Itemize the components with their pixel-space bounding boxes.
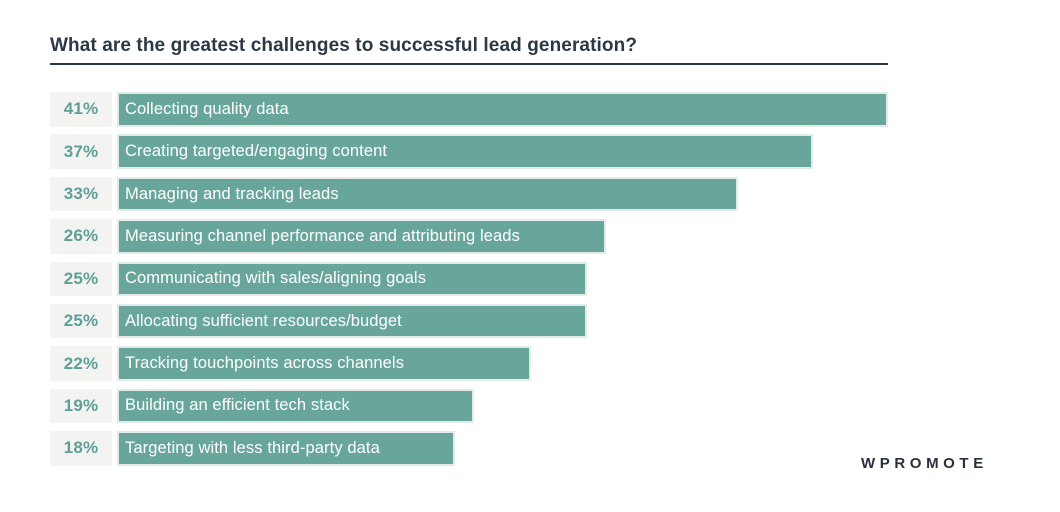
wpromote-logo: WPROMOTE	[861, 455, 988, 472]
chart-row: 41% Collecting quality data	[50, 92, 1010, 127]
value-label: 25%	[50, 261, 112, 297]
bar: Building an efficient tech stack	[117, 388, 474, 424]
category-label: Targeting with less third-party data	[125, 438, 380, 457]
bar: Measuring channel performance and attrib…	[117, 219, 606, 254]
bar: Managing and tracking leads	[117, 176, 738, 212]
category-label: Tracking touchpoints across channels	[125, 354, 405, 373]
value-label: 41%	[50, 92, 112, 127]
category-label: Creating targeted/engaging content	[125, 142, 388, 161]
chart-title: What are the greatest challenges to succ…	[50, 35, 638, 56]
chart-row: 25% Communicating with sales/aligning goa…	[50, 261, 1010, 297]
bar: Communicating with sales/aligning goals	[117, 261, 587, 297]
value-label: 26%	[50, 219, 112, 254]
value-label: 25%	[50, 303, 112, 339]
chart-row: 18% Targeting with less third-party data	[50, 431, 1010, 466]
bar: Allocating sufficient resources/budget	[117, 303, 587, 339]
chart-row: 22% Tracking touchpoints across channels	[50, 346, 1010, 381]
value-label: 22%	[50, 346, 112, 381]
value-label: 33%	[50, 176, 112, 212]
category-label: Communicating with sales/aligning goals	[125, 269, 427, 288]
title-underline	[50, 63, 888, 65]
category-label: Managing and tracking leads	[125, 184, 339, 203]
bar: Creating targeted/engaging content	[117, 134, 813, 169]
chart-row: 26% Measuring channel performance and att…	[50, 219, 1010, 254]
bar-chart: 41% Collecting quality data 37% Creating ta…	[50, 92, 1010, 474]
chart-row: 19% Building an efficient tech stack	[50, 388, 1010, 424]
chart-row: 37% Creating targeted/engaging content	[50, 134, 1010, 169]
bar: Targeting with less third-party data	[117, 431, 455, 466]
category-label: Allocating sufficient resources/budget	[125, 311, 402, 330]
chart-row: 25% Allocating sufficient resources/budge…	[50, 303, 1010, 339]
value-label: 19%	[50, 388, 112, 424]
bar: Tracking touchpoints across channels	[117, 346, 531, 381]
category-label: Measuring channel performance and attrib…	[125, 226, 520, 245]
category-label: Collecting quality data	[125, 99, 289, 118]
bar: Collecting quality data	[117, 92, 888, 127]
value-label: 37%	[50, 134, 112, 169]
value-label: 18%	[50, 431, 112, 466]
category-label: Building an efficient tech stack	[125, 396, 350, 415]
chart-row: 33% Managing and tracking leads	[50, 176, 1010, 212]
